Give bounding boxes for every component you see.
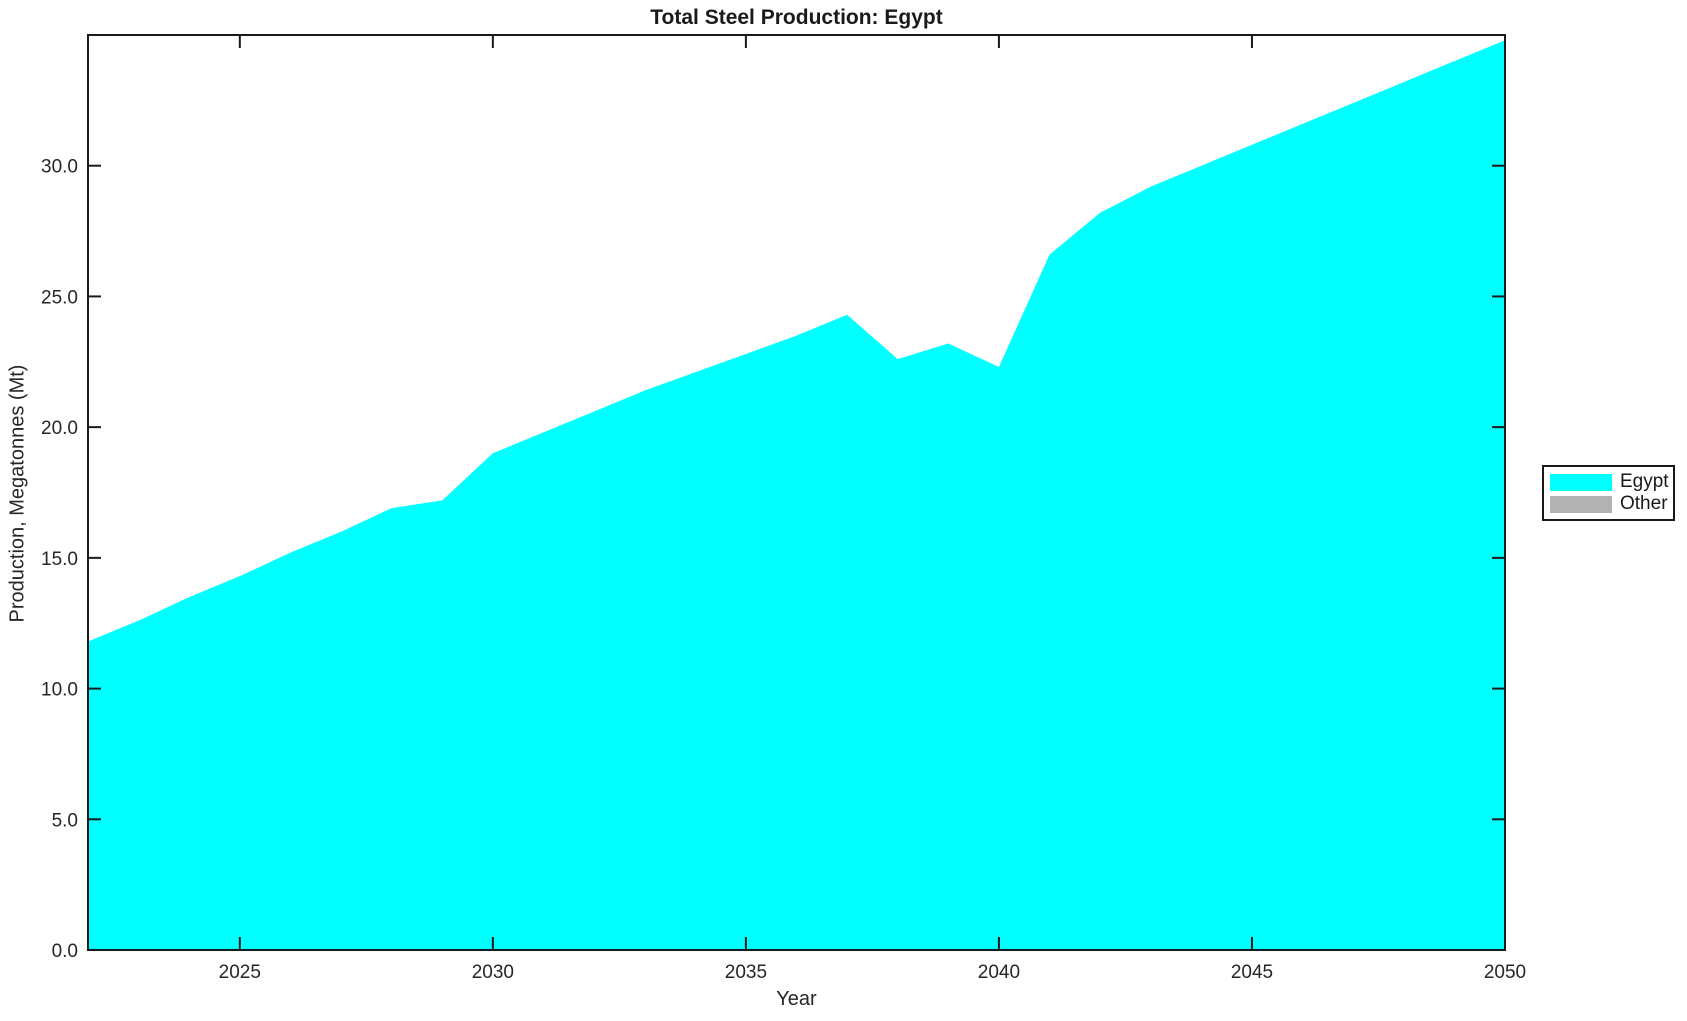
axes-box — [87, 34, 1506, 951]
x-axis-label: Year — [776, 988, 817, 1010]
legend-label: Other — [1620, 493, 1668, 514]
legend-swatch-other — [1550, 495, 1612, 513]
area-series-egypt — [88, 40, 1505, 950]
y-tick-label: 15.0 — [41, 549, 78, 570]
legend-swatch-egypt — [1550, 473, 1612, 491]
y-tick-label: 0.0 — [52, 941, 78, 962]
y-tick-label: 20.0 — [41, 418, 78, 439]
y-tick-label: 30.0 — [41, 157, 78, 178]
x-tick-label: 2050 — [1484, 962, 1526, 983]
x-tick-label: 2040 — [978, 962, 1020, 983]
legend-label: Egypt — [1620, 471, 1669, 492]
y-tick-label: 10.0 — [41, 680, 78, 701]
legend-item-other: Other — [1550, 493, 1668, 515]
legend-item-egypt: Egypt — [1550, 471, 1669, 493]
y-tick-label: 5.0 — [52, 810, 78, 831]
y-axis-label: Production, Megatonnes (Mt) — [6, 364, 29, 623]
y-tick-label: 25.0 — [41, 287, 78, 308]
legend: Egypt Other — [1542, 465, 1675, 521]
x-tick-label: 2025 — [219, 962, 261, 983]
x-tick-label: 2035 — [725, 962, 767, 983]
chart-title: Total Steel Production: Egypt — [650, 6, 943, 29]
x-tick-label: 2030 — [472, 962, 514, 983]
x-tick-label: 2045 — [1231, 962, 1273, 983]
